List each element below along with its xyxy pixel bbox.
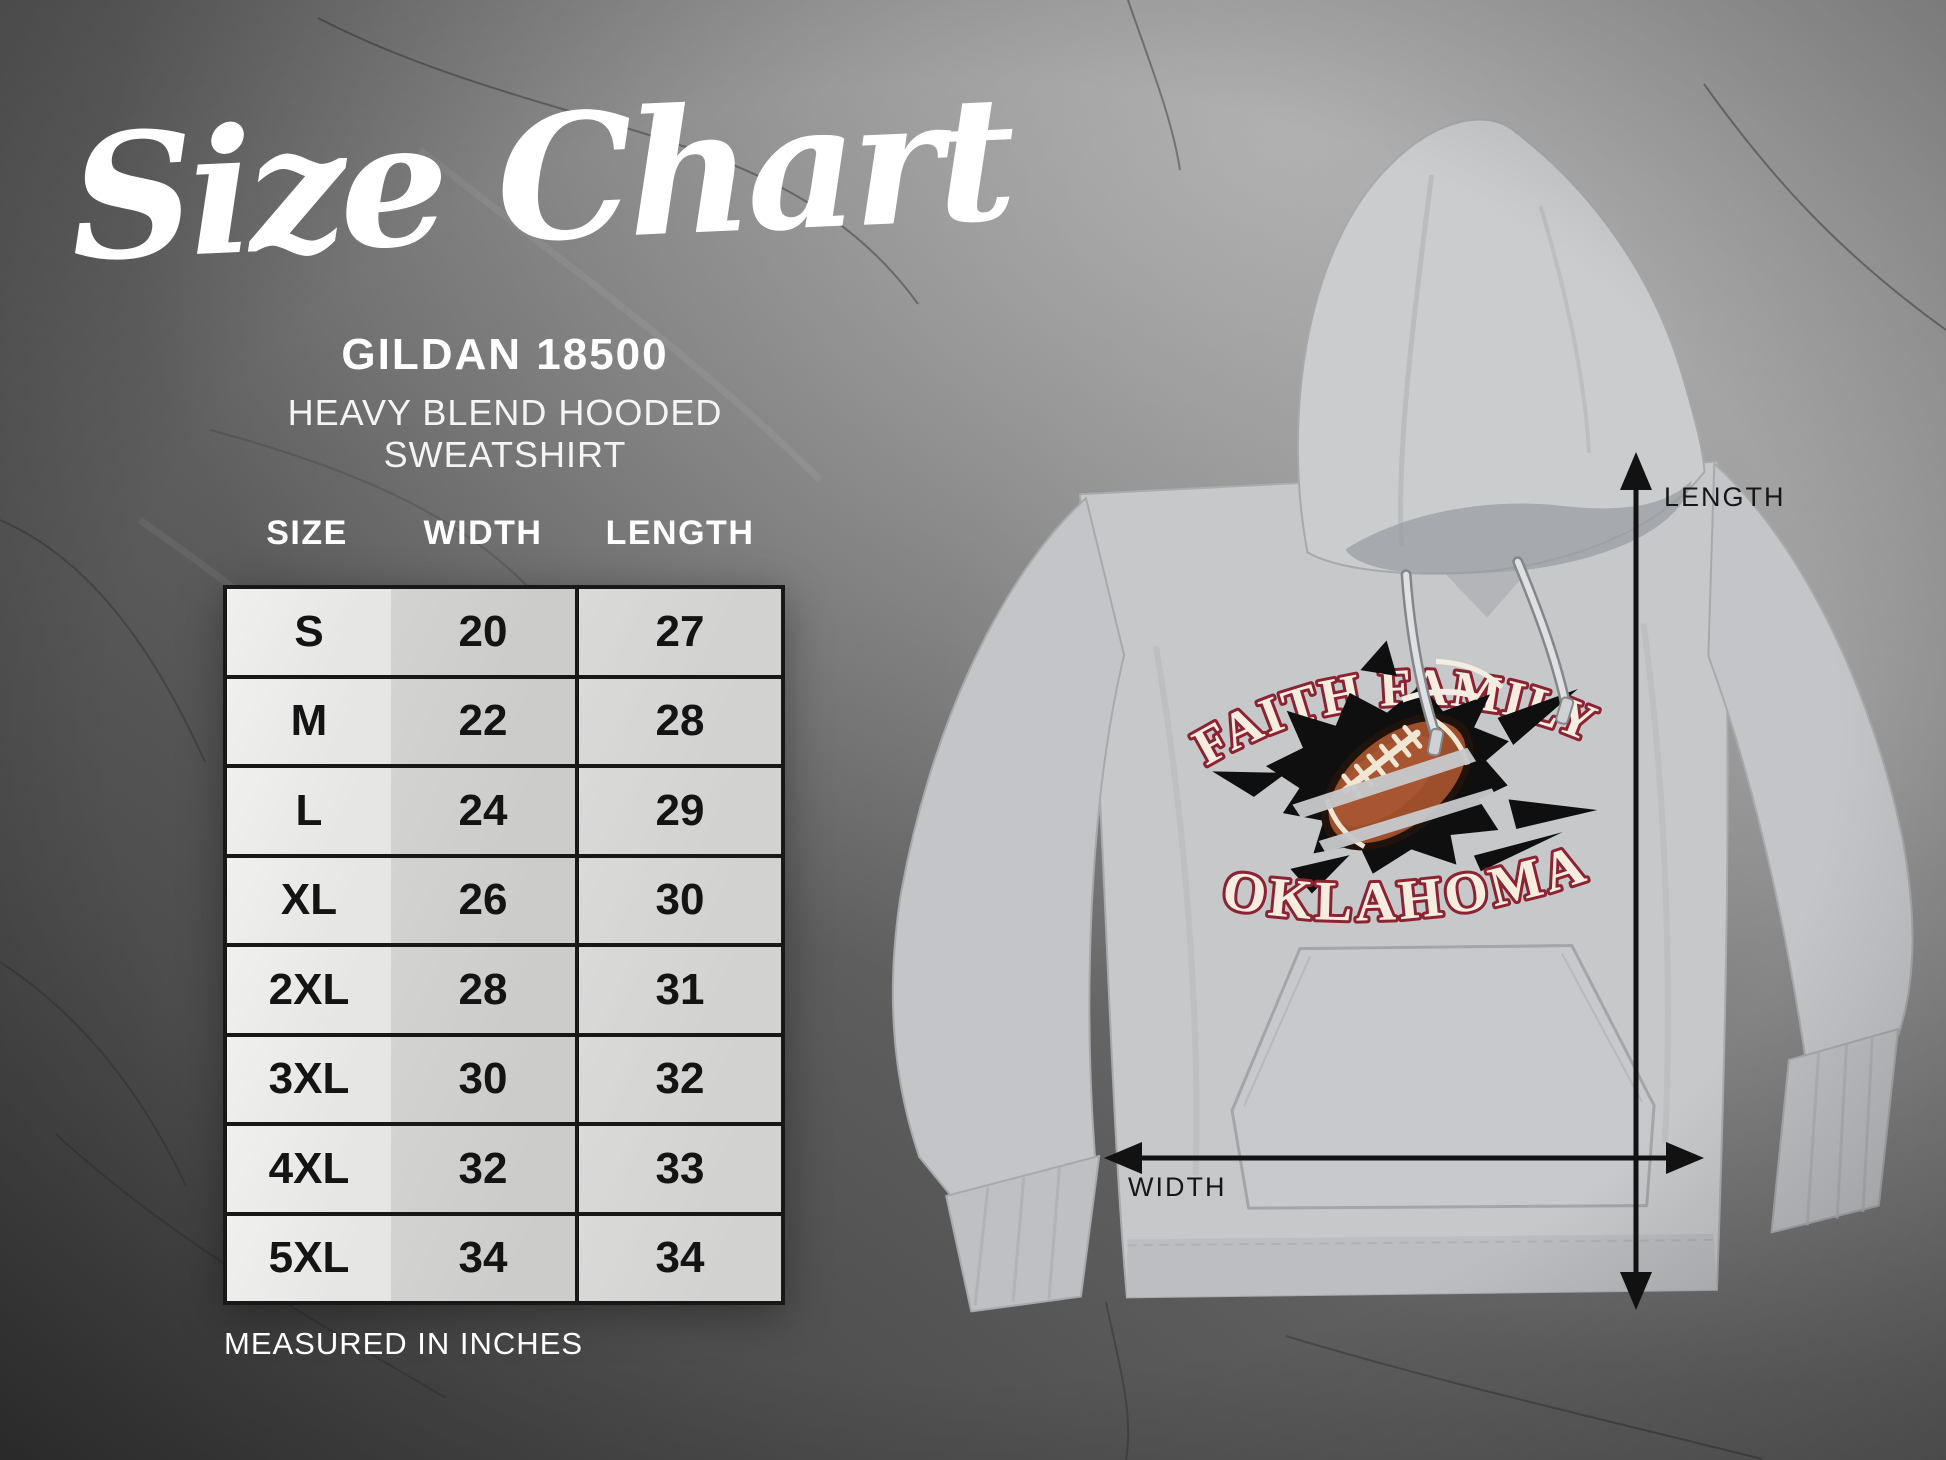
vignette-overlay	[0, 0, 1946, 1460]
concrete-and-hoodie-scene: FAITH FAMILY	[0, 0, 1946, 1460]
size-chart-product-graphic: FAITH FAMILY	[0, 0, 1946, 1460]
